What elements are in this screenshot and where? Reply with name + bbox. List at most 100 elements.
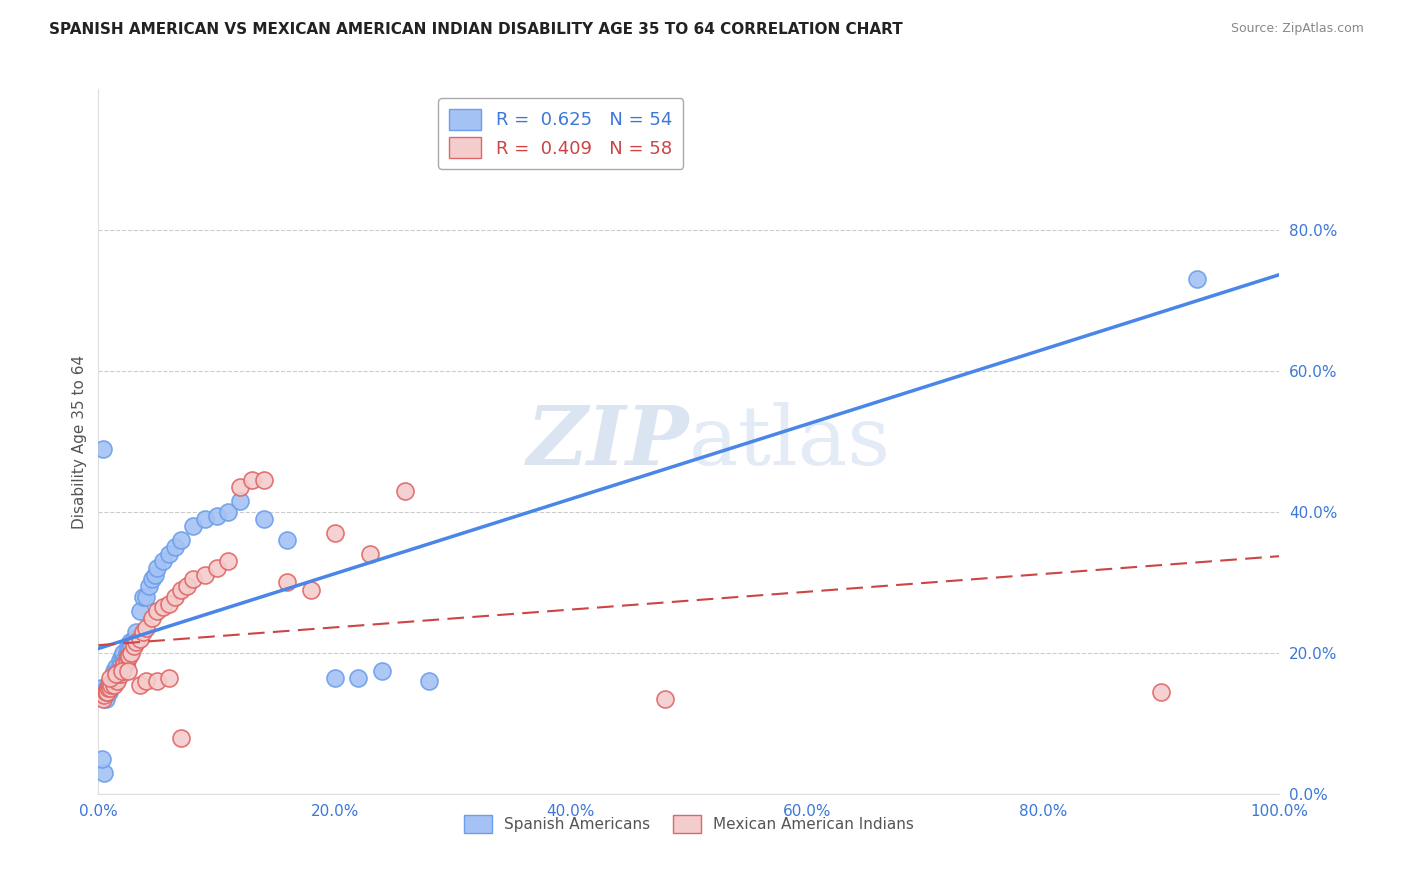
Point [98, 681, 121, 696]
Text: ZIP: ZIP [526, 401, 689, 482]
Point [111, 649, 134, 664]
Point [94, 691, 117, 706]
Point [98, 671, 121, 685]
Point [146, 674, 169, 689]
Point [143, 568, 166, 582]
Point [117, 649, 139, 664]
Point [98, 684, 121, 698]
Point [97, 678, 120, 692]
Point [103, 678, 125, 692]
Point [135, 621, 157, 635]
Legend: Spanish Americans, Mexican American Indians: Spanish Americans, Mexican American Indi… [458, 809, 920, 839]
Point [152, 600, 174, 615]
Point [165, 590, 187, 604]
Y-axis label: Disability Age 35 to 64: Disability Age 35 to 64 [72, 354, 87, 529]
Point [96, 684, 118, 698]
Point [176, 579, 198, 593]
Point [117, 664, 139, 678]
Point [104, 674, 127, 689]
Point [112, 657, 135, 671]
Point [205, 508, 228, 523]
Point [107, 667, 129, 681]
Point [146, 604, 169, 618]
Point [115, 653, 138, 667]
Point [115, 646, 138, 660]
Point [170, 582, 193, 597]
Point [194, 568, 217, 582]
Point [157, 547, 180, 561]
Point [276, 575, 298, 590]
Point [128, 604, 150, 618]
Point [91, 751, 114, 765]
Point [347, 671, 370, 685]
Point [418, 674, 440, 689]
Text: SPANISH AMERICAN VS MEXICAN AMERICAN INDIAN DISABILITY AGE 35 TO 64 CORRELATION : SPANISH AMERICAN VS MEXICAN AMERICAN IND… [49, 22, 903, 37]
Point [217, 554, 239, 568]
Point [229, 480, 252, 494]
Point [132, 624, 155, 639]
Point [97, 681, 120, 696]
Point [1185, 272, 1208, 286]
Point [103, 664, 125, 678]
Point [111, 664, 134, 678]
Point [108, 653, 131, 667]
Point [394, 483, 416, 498]
Point [118, 649, 141, 664]
Point [105, 664, 128, 678]
Point [217, 505, 239, 519]
Point [105, 667, 128, 681]
Point [170, 533, 193, 548]
Point [100, 678, 122, 692]
Point [170, 731, 193, 745]
Point [91, 442, 114, 456]
Point [135, 674, 157, 689]
Point [1150, 684, 1173, 698]
Point [112, 646, 135, 660]
Point [96, 684, 118, 698]
Point [125, 635, 148, 649]
Point [91, 684, 114, 698]
Point [181, 572, 204, 586]
Point [121, 639, 143, 653]
Point [100, 678, 122, 692]
Point [125, 624, 148, 639]
Point [132, 590, 155, 604]
Point [98, 681, 121, 696]
Point [152, 554, 174, 568]
Point [122, 639, 145, 653]
Point [105, 674, 128, 689]
Point [229, 494, 252, 508]
Point [91, 688, 114, 702]
Point [157, 597, 180, 611]
Text: atlas: atlas [689, 401, 891, 482]
Point [91, 688, 114, 702]
Point [104, 671, 127, 685]
Point [299, 582, 322, 597]
Point [240, 473, 263, 487]
Point [110, 657, 132, 671]
Point [94, 684, 117, 698]
Point [101, 674, 124, 689]
Point [90, 681, 112, 696]
Point [181, 519, 204, 533]
Point [108, 664, 131, 678]
Point [128, 632, 150, 646]
Point [157, 671, 180, 685]
Point [141, 572, 163, 586]
Point [101, 674, 124, 689]
Point [654, 691, 676, 706]
Point [93, 688, 115, 702]
Point [91, 691, 114, 706]
Point [114, 657, 136, 671]
Point [194, 512, 217, 526]
Point [121, 646, 143, 660]
Point [107, 667, 129, 681]
Point [110, 667, 132, 681]
Point [135, 590, 157, 604]
Point [118, 642, 141, 657]
Point [105, 660, 128, 674]
Point [98, 678, 121, 692]
Point [276, 533, 298, 548]
Point [359, 547, 381, 561]
Point [112, 653, 135, 667]
